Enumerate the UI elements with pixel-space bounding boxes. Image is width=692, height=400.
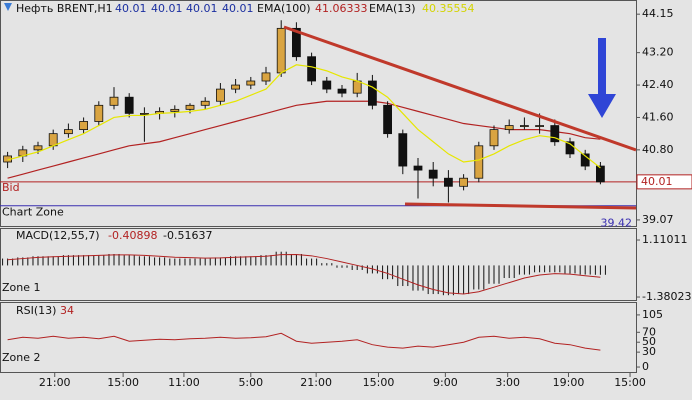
x-tick-label: 15:00 — [107, 376, 139, 389]
y-tick-label: 70 — [642, 325, 656, 338]
candle-body — [215, 88, 225, 102]
candle-body — [33, 145, 43, 151]
candle-body — [307, 56, 317, 82]
indicator-line — [7, 64, 601, 169]
quote: 40.01 — [151, 2, 183, 15]
x-tick-label: 9:00 — [433, 376, 458, 389]
x-tick-label: 3:00 — [495, 376, 520, 389]
indicator-value: 34 — [60, 304, 74, 317]
rsi-pane — [0, 302, 637, 373]
candle-body — [200, 100, 210, 106]
y-tick-label: 30 — [642, 345, 656, 358]
candle-body — [322, 80, 332, 90]
candle-body — [383, 104, 393, 135]
quote: 40.01 — [186, 2, 218, 15]
indicator-line — [7, 100, 601, 179]
zone-value: 39.42 — [601, 217, 633, 230]
candle-body — [550, 125, 560, 143]
candle-body — [276, 27, 286, 74]
y-tick-label: -1.38023 — [642, 290, 691, 303]
y-tick-label: 42.40 — [642, 78, 674, 91]
candle-body — [185, 104, 195, 110]
y-tick-label: 44.15 — [642, 7, 674, 20]
y-tick-label: 40.80 — [642, 143, 674, 156]
indicator-line — [7, 332, 601, 351]
y-tick-label: 105 — [642, 308, 663, 321]
candle-body — [291, 27, 301, 58]
x-tick-label: 21:00 — [300, 376, 332, 389]
candle-body — [398, 133, 408, 167]
y-tick-label: 50 — [642, 335, 656, 348]
x-tick-label: 15:00 — [363, 376, 395, 389]
candle-body — [352, 80, 362, 94]
quote: 40.01 — [115, 2, 147, 15]
y-tick-label: 41.60 — [642, 110, 674, 123]
legend-name: EMA(13) — [369, 2, 416, 15]
plot: 44.1543.2042.4041.6040.8040.0039.07BidCh… — [0, 7, 692, 389]
legend-name: EMA(100) — [257, 2, 311, 15]
candle-body — [337, 88, 347, 94]
support-line — [404, 202, 637, 210]
main-pane — [0, 0, 637, 227]
candle-body — [261, 72, 271, 82]
bid-tag-label: 40.01 — [641, 175, 673, 188]
y-tick-label: 1.11011 — [642, 233, 688, 246]
candle-body — [109, 96, 119, 106]
candle-body — [520, 125, 529, 127]
indicator-title: RSI(13) — [16, 304, 56, 317]
candle-body — [565, 141, 575, 155]
indicator-line — [7, 253, 601, 295]
x-tick-label: 19:00 — [553, 376, 585, 389]
arrow — [588, 38, 616, 118]
candle-body — [413, 165, 423, 171]
candle-body — [428, 169, 438, 179]
zone-label: Chart Zone — [2, 206, 64, 219]
bid-label: Bid — [2, 181, 20, 194]
candle-body — [580, 153, 590, 167]
candle-body — [474, 145, 484, 179]
y-tick-label: 0 — [642, 360, 649, 373]
candle-body — [489, 129, 499, 147]
indicator-value: -0.51637 — [163, 229, 212, 242]
legend-value: 41.06333 — [315, 2, 368, 15]
y-tick-label: 43.20 — [642, 46, 674, 59]
candle-body — [94, 104, 104, 122]
y-tick-label: 39.07 — [642, 213, 674, 226]
candle-body — [231, 84, 241, 90]
x-tick-label: 21:00 — [39, 376, 71, 389]
candle-body — [246, 80, 256, 86]
legend-value: 40.35554 — [422, 2, 475, 15]
macd-pane — [0, 228, 637, 301]
candle-body — [504, 125, 514, 131]
candle-body — [596, 165, 605, 183]
candle-body — [170, 108, 180, 112]
candle-body — [79, 121, 88, 131]
x-tick-label: 5:00 — [238, 376, 263, 389]
indicator-title: MACD(12,55,7) — [16, 229, 100, 242]
candle-body — [459, 177, 469, 187]
candle-body — [124, 96, 134, 114]
candle-body — [535, 125, 544, 127]
candle-body — [64, 129, 73, 135]
candle-body — [139, 113, 149, 115]
quote: 40.01 — [222, 2, 254, 15]
indicator-value: -0.40898 — [108, 229, 157, 242]
candle-body — [48, 133, 58, 147]
zone-label: Zone 2 — [2, 351, 41, 364]
chart-title: Нефть BRENT,H1 — [16, 2, 113, 15]
trend-line — [283, 25, 637, 152]
x-tick-label: 11:00 — [168, 376, 200, 389]
x-tick-label: 15:00 — [614, 376, 646, 389]
bid-tag — [636, 174, 692, 190]
candle-body — [443, 177, 453, 187]
symbol-icon — [4, 3, 12, 11]
candle-body — [367, 80, 377, 106]
zone-label: Zone 1 — [2, 281, 41, 294]
